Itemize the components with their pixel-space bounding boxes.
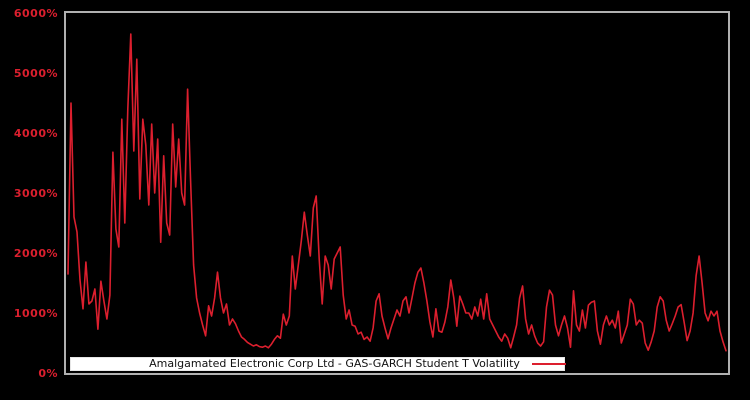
y-axis-tick-label: 2000% [13, 247, 58, 260]
volatility-line [67, 33, 727, 352]
plot-area [64, 11, 730, 375]
y-axis-tick-label: 6000% [13, 7, 58, 20]
y-axis-tick-label: 4000% [13, 127, 58, 140]
legend: Amalgamated Electronic Corp Ltd - GAS-GA… [70, 357, 566, 371]
y-axis-tick-label: 3000% [13, 187, 58, 200]
y-axis-tick-label: 0% [38, 367, 58, 380]
y-axis-tick-label: 5000% [13, 67, 58, 80]
y-axis: 0% 1000% 2000% 3000% 4000% 5000% 6000% [0, 0, 58, 400]
legend-line-sample [531, 363, 566, 365]
y-axis-tick-label: 1000% [13, 307, 58, 320]
legend-label: Amalgamated Electronic Corp Ltd - GAS-GA… [149, 357, 520, 370]
